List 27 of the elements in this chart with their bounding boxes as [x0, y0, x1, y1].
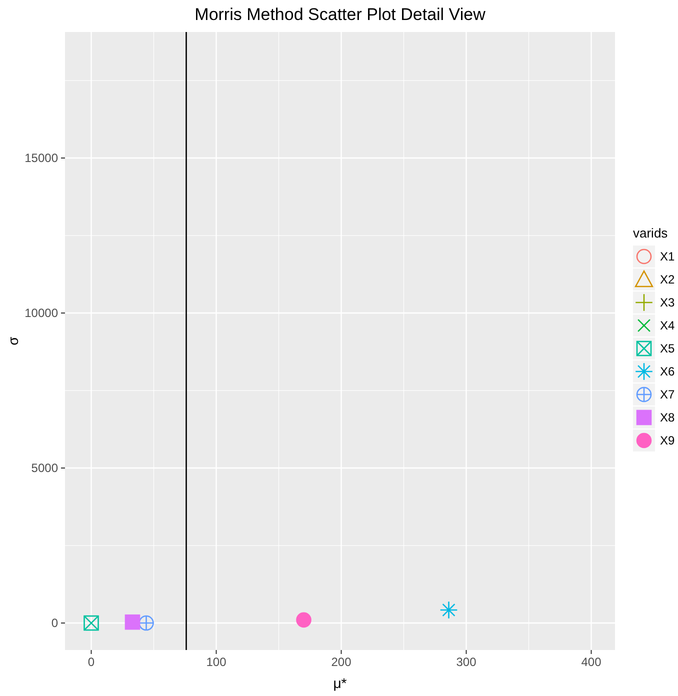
legend-label: X9 [660, 434, 676, 448]
point [84, 615, 99, 631]
point [138, 615, 154, 631]
point [440, 600, 458, 620]
y-tick-label: 15000 [24, 151, 58, 166]
y-tick-label: 0 [51, 616, 58, 630]
legend-label: X8 [660, 410, 676, 424]
x-tick-label: 400 [581, 655, 602, 669]
x-tick-label: 300 [456, 655, 477, 669]
legend-label: X6 [660, 364, 676, 378]
x-axis-title: μ* [333, 675, 348, 691]
x-tick-label: 200 [331, 655, 352, 669]
point [296, 612, 312, 628]
y-axis-title: σ [5, 336, 21, 346]
legend-label: X1 [660, 250, 676, 264]
legend-label: X4 [660, 318, 676, 332]
legend-label: X5 [660, 342, 676, 356]
chart-title: Morris Method Scatter Plot Detail View [194, 5, 486, 24]
legend-label: X2 [660, 272, 676, 286]
legend-label: X7 [660, 388, 676, 402]
legend-label: X3 [660, 296, 676, 310]
legend-title: varids [633, 226, 668, 240]
y-tick-label: 10000 [24, 306, 58, 320]
y-tick-label: 5000 [31, 461, 58, 476]
x-tick-label: 0 [88, 655, 95, 669]
x-tick-label: 100 [206, 655, 227, 669]
point [124, 614, 140, 630]
